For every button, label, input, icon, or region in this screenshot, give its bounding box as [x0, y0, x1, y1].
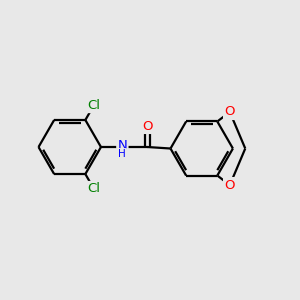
Text: O: O: [225, 106, 235, 118]
Text: Cl: Cl: [88, 99, 100, 112]
Text: O: O: [225, 178, 235, 192]
Text: H: H: [118, 148, 126, 159]
Text: O: O: [142, 120, 153, 133]
Text: N: N: [118, 139, 127, 152]
Text: Cl: Cl: [88, 182, 100, 196]
